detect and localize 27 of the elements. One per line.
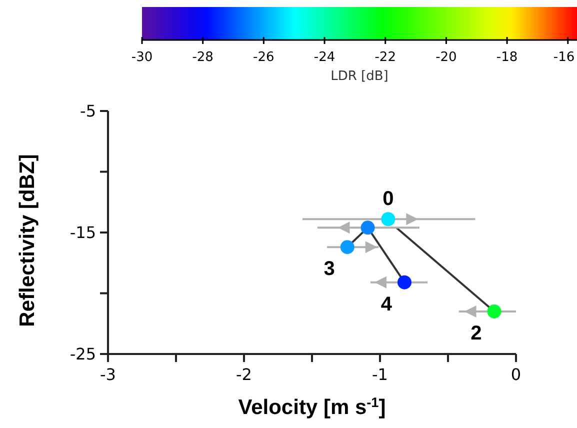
point [381, 212, 396, 226]
color-bar-label: -24 [314, 50, 336, 65]
annotation: 0 [382, 188, 394, 210]
y-axis-title: Reflectivity [dBZ] [16, 154, 39, 327]
point [340, 240, 354, 254]
y-tick-label: -5 [80, 102, 96, 121]
point [360, 220, 375, 235]
x-tick-label: 0 [510, 365, 522, 384]
color-bar-label: -30 [131, 50, 153, 65]
x-axis-title: Velocity [m s$^{-1}$] [238, 394, 386, 419]
point [487, 304, 502, 318]
color-bar-label: -28 [192, 50, 214, 65]
x-tick-label: -1 [372, 365, 388, 384]
color-bar-label: -16 [553, 50, 575, 65]
annotation: 3 [324, 258, 335, 280]
color-bar-label: -18 [496, 50, 518, 65]
color-bar-label: -20 [436, 50, 457, 65]
point [397, 275, 412, 290]
y-tick-label: -25 [70, 344, 96, 364]
color-bar-label: -22 [374, 50, 396, 65]
color-bar-title: LDR [dB] [330, 69, 388, 84]
annotation: 4 [380, 293, 393, 316]
color-bar-label: -26 [253, 50, 274, 65]
y-tick-label: -15 [70, 223, 96, 242]
x-tick-label: -3 [100, 365, 116, 384]
annotation: 2 [470, 322, 482, 344]
x-tick-label: -2 [236, 365, 252, 384]
